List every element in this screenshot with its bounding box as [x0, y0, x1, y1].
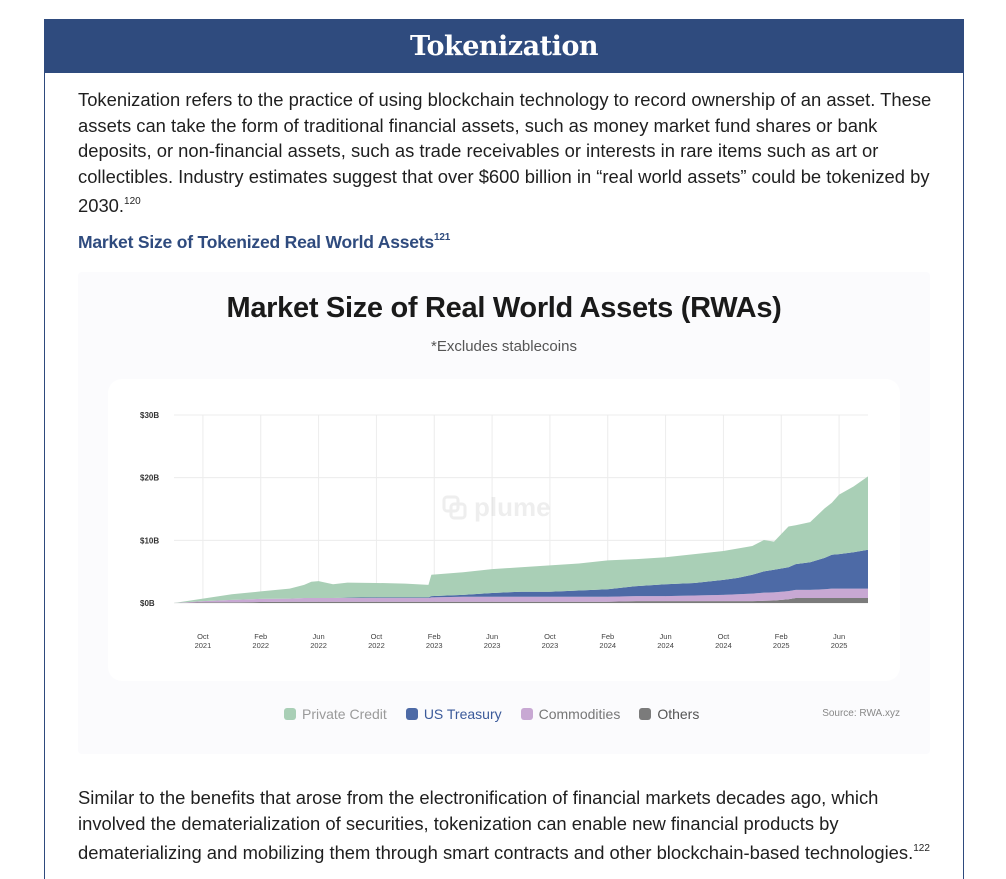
section-title: Tokenization	[410, 30, 598, 62]
area-private-credit	[174, 476, 868, 603]
x-tick-label: Jun	[486, 632, 498, 641]
area-us-treasury	[174, 549, 868, 603]
x-axis: Oct2021Feb2022Jun2022Oct2022Feb2023Jun20…	[195, 632, 848, 650]
y-axis: $0B $10B $20B $30B	[140, 411, 159, 608]
x-tick-label: 2021	[195, 641, 212, 650]
x-tick-label: 2024	[599, 641, 616, 650]
intro-paragraph: Tokenization refers to the practice of u…	[78, 87, 938, 219]
plume-logo-icon-inner	[449, 502, 467, 520]
content-frame	[44, 19, 964, 879]
chart-subtitle: *Excludes stablecoins	[431, 338, 577, 355]
legend-item-commodities[interactable]: Commodities	[520, 706, 621, 722]
legend-item-us-treasury[interactable]: US Treasury	[405, 706, 502, 722]
legend-swatch	[405, 708, 418, 720]
y-tick-label: $30B	[140, 411, 159, 420]
x-tick-label: Jun	[833, 632, 845, 641]
rwa-chart-figure: Market Size of Real World Assets (RWAs) …	[78, 272, 930, 754]
x-tick-label: Oct	[544, 632, 557, 641]
section-banner: Tokenization	[44, 19, 964, 73]
figure-heading-text: Market Size of Tokenized Real World Asse…	[78, 232, 434, 252]
x-tick-label: 2022	[310, 641, 327, 650]
stacked-area-chart: plume $0B$10B$20B$30B Oct2021Feb2022Jun2…	[140, 411, 868, 650]
intro-text: Tokenization refers to the practice of u…	[78, 89, 932, 216]
x-tick-label: Jun	[660, 632, 672, 641]
x-tick-label: Oct	[718, 632, 731, 641]
y-tick-label: $10B	[140, 536, 159, 545]
watermark: plume	[442, 492, 551, 522]
legend-item-private-credit[interactable]: Private Credit	[284, 706, 387, 722]
legend-label: Private Credit	[302, 706, 387, 722]
figure-heading: Market Size of Tokenized Real World Asse…	[78, 232, 450, 253]
legend-item-others[interactable]: Others	[639, 706, 699, 722]
x-tick-label: 2024	[657, 641, 674, 650]
x-tick-label: Oct	[371, 632, 384, 641]
x-tick-label: Jun	[313, 632, 325, 641]
y-tick-label: $0B	[140, 599, 155, 608]
x-tick-label: 2023	[426, 641, 443, 650]
x-tick-label: Feb	[428, 632, 441, 641]
chart-source: Source: RWA.xyz	[822, 708, 900, 719]
watermark-text: plume	[474, 492, 551, 522]
area-commodities	[174, 588, 868, 603]
x-tick-label: 2023	[542, 641, 559, 650]
chart-legend: Private Credit US Treasury Commodities O…	[284, 706, 699, 722]
x-tick-label: Feb	[775, 632, 788, 641]
legend-label: Commodities	[538, 706, 621, 722]
x-tick-label: 2023	[484, 641, 501, 650]
legend-label: US Treasury	[423, 706, 502, 722]
x-tick-label: 2024	[715, 641, 732, 650]
legend-swatch	[639, 708, 652, 720]
x-tick-label: 2025	[831, 641, 848, 650]
closing-text: Similar to the benefits that arose from …	[78, 787, 914, 863]
x-tick-label: 2022	[368, 641, 385, 650]
x-tick-label: Oct	[197, 632, 210, 641]
legend-label: Others	[657, 706, 700, 722]
x-tick-label: Feb	[254, 632, 267, 641]
x-tick-label: 2022	[252, 641, 269, 650]
chart-title: Market Size of Real World Assets (RWAs)	[226, 292, 782, 324]
plume-logo-icon	[442, 495, 460, 513]
footnote-122[interactable]: 122	[913, 843, 930, 854]
area-others	[174, 597, 868, 603]
closing-paragraph: Similar to the benefits that arose from …	[78, 785, 938, 866]
x-tick-label: 2025	[773, 641, 790, 650]
chart-plot-area: plume $0B $10B $20B $30B Oct 2021 Feb 2022 Jun 2…	[108, 379, 900, 681]
footnote-121[interactable]: 121	[433, 232, 451, 243]
x-tick-label: Feb	[601, 632, 614, 641]
y-tick-label: $20B	[140, 474, 159, 483]
area-layer	[174, 476, 868, 603]
legend-swatch	[520, 708, 533, 720]
footnote-120[interactable]: 120	[124, 196, 141, 207]
legend-swatch	[284, 708, 296, 720]
